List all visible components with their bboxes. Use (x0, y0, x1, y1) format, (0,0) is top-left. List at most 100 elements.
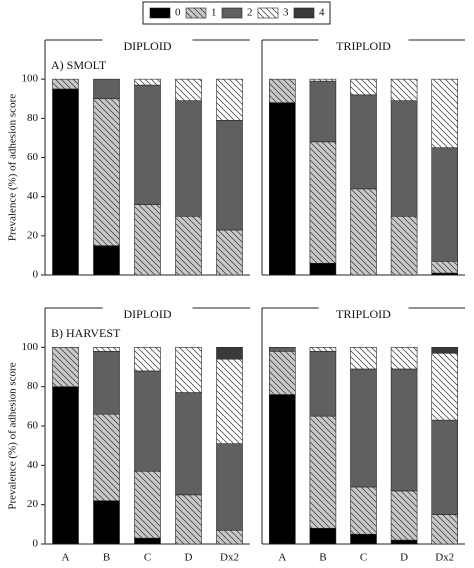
bar-segment (175, 494, 202, 545)
bar-segment (175, 347, 202, 393)
panel-title: TRIPLOID (336, 39, 391, 53)
bar-segment (350, 78, 377, 96)
bar-segment (175, 100, 202, 217)
bar-segment (390, 100, 418, 217)
bar-segment (431, 147, 459, 262)
x-tick-label: C (144, 552, 151, 564)
bar-segment (431, 419, 459, 515)
bar-segment (268, 350, 296, 395)
bar-segment (52, 347, 79, 387)
bar-segment (431, 347, 459, 354)
y-tick-label: 40 (27, 190, 39, 202)
legend-label: 2 (247, 7, 253, 19)
bar-segment (268, 102, 296, 276)
bar-segment (216, 443, 243, 531)
bar-segment (431, 260, 459, 274)
panel-subtitle: B) HARVEST (51, 326, 121, 340)
legend-label: 0 (175, 7, 181, 19)
bar-segment (268, 347, 296, 352)
y-tick-label: 80 (27, 380, 39, 392)
panel-title: TRIPLOID (336, 307, 391, 321)
y-tick-label: 100 (22, 341, 39, 353)
bar-segment (216, 358, 243, 444)
bar-segment (216, 529, 243, 545)
bar-segment (350, 533, 377, 545)
bar-segment (216, 229, 243, 276)
bar-segment (93, 98, 120, 246)
legend-swatch (257, 7, 279, 19)
bar-segment (268, 394, 296, 545)
bar-segment (309, 78, 337, 82)
bar-segment (390, 78, 418, 102)
panel-title: DIPLOID (124, 307, 172, 321)
bar-segment (52, 386, 79, 545)
legend-label: 4 (319, 7, 325, 19)
bar-segment (309, 527, 337, 545)
legend-label: 1 (211, 7, 217, 19)
legend-swatch (221, 7, 243, 19)
bar-segment (52, 88, 79, 276)
legend-swatch (185, 7, 207, 19)
bar-segment (216, 347, 243, 360)
bar-segment (93, 78, 120, 100)
bar-segment (93, 350, 120, 415)
y-axis-label: Prevalence (%) of adhesion score (7, 362, 19, 509)
bar-segment (134, 470, 161, 539)
legend-swatch (293, 7, 315, 19)
bar-segment (309, 80, 337, 143)
bar-segment (350, 94, 377, 190)
bar-segment (350, 368, 377, 488)
bar-segment (309, 262, 337, 276)
bar-segment (268, 78, 296, 103)
bar-segment (216, 78, 243, 121)
bar-segment (134, 537, 161, 545)
bar-segment (390, 368, 418, 492)
bar-segment (134, 204, 161, 276)
x-tick-label: A (62, 552, 70, 564)
bar-segment (390, 347, 418, 370)
bar-segment (309, 141, 337, 264)
bar-segment (134, 84, 161, 205)
y-tick-label: 0 (33, 538, 39, 550)
y-tick-label: 20 (27, 498, 39, 510)
bar-segment (93, 500, 120, 545)
y-tick-label: 40 (27, 459, 39, 471)
x-tick-label: C (360, 552, 367, 564)
bar-segment (93, 413, 120, 502)
bar-segment (52, 78, 79, 90)
bar-segment (390, 539, 418, 545)
y-tick-label: 60 (27, 151, 39, 163)
x-tick-label: B (103, 552, 110, 564)
bar-segment (390, 490, 418, 541)
y-axis-label: Prevalence (%) of adhesion score (7, 94, 19, 241)
bar-segment (175, 215, 202, 276)
bar-segment (309, 350, 337, 417)
x-tick-label: D (185, 552, 193, 564)
bar-segment (309, 347, 337, 352)
bar-segment (390, 215, 418, 276)
bar-segment (431, 514, 459, 545)
panel-subtitle: A) SMOLT (51, 58, 107, 72)
bar-segment (134, 347, 161, 372)
x-tick-label: D (400, 552, 408, 564)
x-tick-label: A (278, 552, 286, 564)
bar-segment (309, 415, 337, 529)
bar-segment (175, 78, 202, 102)
bar-segment (134, 78, 161, 86)
legend-label: 3 (283, 7, 289, 19)
legend-swatch (149, 7, 171, 19)
bar-segment (134, 370, 161, 472)
x-tick-label: Dx2 (220, 552, 239, 564)
bar-segment (350, 347, 377, 370)
y-tick-label: 0 (33, 269, 39, 281)
bar-segment (93, 347, 120, 352)
y-tick-label: 100 (22, 73, 39, 85)
bar-segment (216, 119, 243, 231)
bar-segment (350, 188, 377, 276)
x-tick-label: B (319, 552, 326, 564)
bar-segment (431, 352, 459, 421)
panel-title: DIPLOID (124, 39, 172, 53)
x-tick-label: Dx2 (435, 552, 454, 564)
bar-segment (350, 486, 377, 535)
